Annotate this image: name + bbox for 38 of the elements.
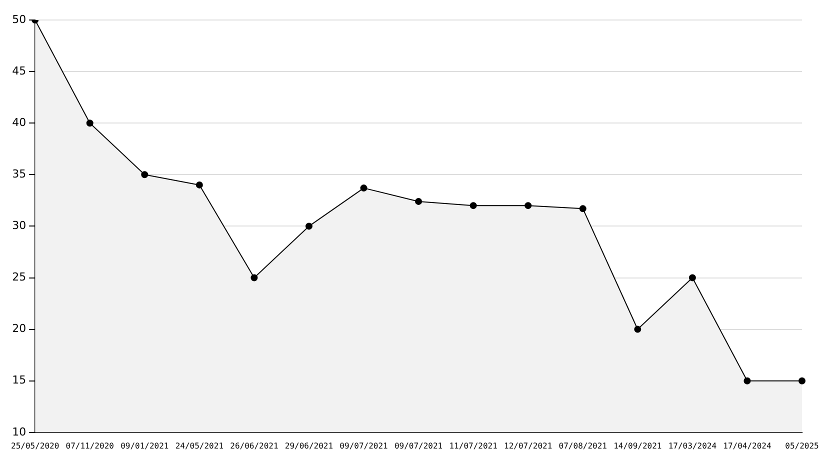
y-tick-label: 35 <box>12 168 26 181</box>
y-tick-label: 30 <box>12 219 26 232</box>
x-tick-label: 17/03/2024 <box>668 441 717 450</box>
x-tick-label: 07/08/2021 <box>558 441 608 450</box>
point <box>141 171 148 178</box>
y-tick-label: 40 <box>12 116 26 129</box>
point <box>305 222 312 230</box>
y-tick-label: 15 <box>12 374 26 387</box>
x-tick-label: 09/07/2021 <box>340 441 388 450</box>
point <box>196 181 203 188</box>
point <box>415 198 422 205</box>
x-tick-label: 17/04/2024 <box>723 441 772 450</box>
point <box>744 377 751 384</box>
point <box>688 274 696 282</box>
x-tick-label: 07/11/2020 <box>66 441 114 450</box>
point <box>634 326 642 333</box>
x-tick-label: 24/05/2021 <box>175 441 224 450</box>
y-tick-label: 10 <box>12 425 26 438</box>
x-tick-label: 26/06/2021 <box>230 441 278 450</box>
point <box>524 202 532 210</box>
y-tick-label: 25 <box>12 270 26 284</box>
x-tick-label: 09/01/2021 <box>120 441 169 450</box>
y-tick-label: 50 <box>12 12 26 26</box>
point <box>86 120 94 127</box>
x-tick-label: 14/09/2021 <box>614 441 662 450</box>
x-tick-label: 12/07/2021 <box>504 441 552 450</box>
point <box>470 202 477 210</box>
point <box>250 274 258 282</box>
x-tick-label: 11/07/2021 <box>449 441 498 450</box>
x-tick-label: 09/07/2021 <box>394 441 443 450</box>
point <box>798 377 806 384</box>
point <box>579 205 586 212</box>
y-tick-label: 45 <box>12 64 26 78</box>
x-tick-label: 29/06/2021 <box>284 441 334 450</box>
point <box>360 184 368 192</box>
y-tick-label: 20 <box>12 322 26 336</box>
x-tick-label: 25/05/2020 <box>10 441 60 450</box>
x-tick-label: 05/2025 <box>785 441 820 450</box>
